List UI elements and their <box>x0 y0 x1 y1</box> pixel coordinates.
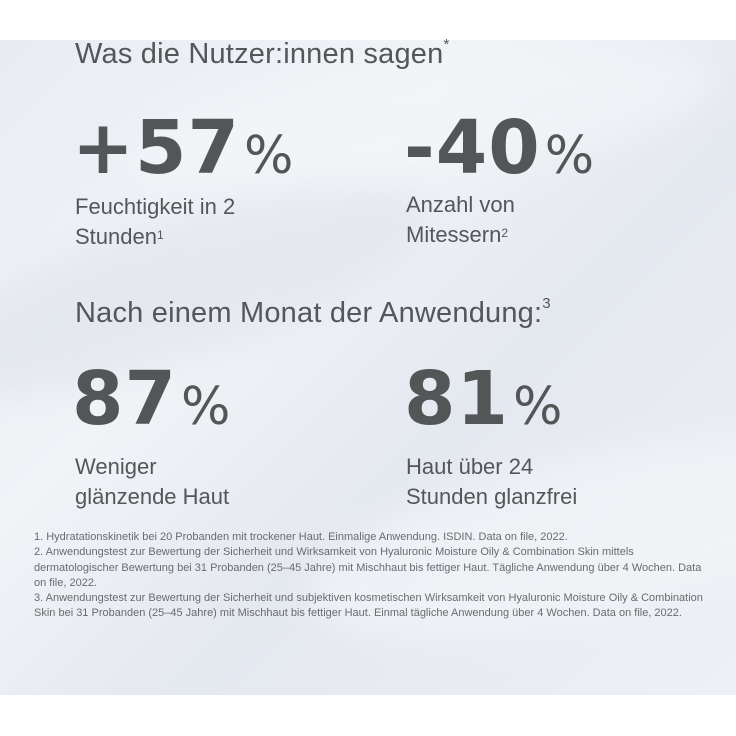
stat-description: Feuchtigkeit in 2 Stunden1 <box>75 192 235 252</box>
stat-description-line: Weniger <box>75 454 157 479</box>
stat-description-line: Mitessern <box>406 222 502 247</box>
stat-value: 87% <box>72 362 231 436</box>
footnote-mark: 3 <box>542 295 551 312</box>
stat-value: -40% <box>404 111 595 185</box>
stat-number: +57 <box>72 105 240 191</box>
footnotes: 1. Hydratationskinetik bei 20 Probanden … <box>34 530 704 622</box>
heading-text: Was die Nutzer:innen sagen <box>75 38 444 70</box>
section-heading-month: Nach einem Monat der Anwendung:3 <box>75 295 551 330</box>
footnote: 2. Anwendungstest zur Bewertung der Sich… <box>34 546 702 589</box>
footnote: 1. Hydratationskinetik bei 20 Probanden … <box>34 531 568 543</box>
footnote: 3. Anwendungstest zur Bewertung der Sich… <box>34 592 703 620</box>
heading-text: Nach einem Monat der Anwendung: <box>75 297 543 329</box>
footnote-mark: 2 <box>501 226 509 240</box>
stat-unit: % <box>544 126 596 186</box>
stat-value: +57% <box>72 111 294 185</box>
stat-number: -40 <box>404 105 541 191</box>
stat-description-line: Haut über 24 <box>406 454 534 479</box>
stat-description-line: glänzende Haut <box>75 484 230 509</box>
section-heading-users: Was die Nutzer:innen sagen* <box>75 36 450 71</box>
stat-description-line: Stunden glanzfrei <box>406 484 578 509</box>
stat-unit: % <box>180 377 232 437</box>
asterisk-mark: * <box>443 36 450 53</box>
stat-description-line: Stunden <box>75 224 157 249</box>
stat-description: Haut über 24 Stunden glanzfrei <box>406 452 577 512</box>
stat-description-line: Anzahl von <box>406 192 515 217</box>
stat-unit: % <box>512 377 564 437</box>
stat-value: 81% <box>404 362 563 436</box>
stat-number: 87 <box>72 356 177 442</box>
stat-description-line: Feuchtigkeit in 2 <box>75 194 236 219</box>
stat-number: 81 <box>404 356 509 442</box>
stat-description: Anzahl von Mitessern2 <box>406 190 515 250</box>
footnote-mark: 1 <box>156 228 164 242</box>
background-panel <box>0 40 736 695</box>
stat-unit: % <box>243 126 295 186</box>
stat-description: Weniger glänzende Haut <box>75 452 229 512</box>
